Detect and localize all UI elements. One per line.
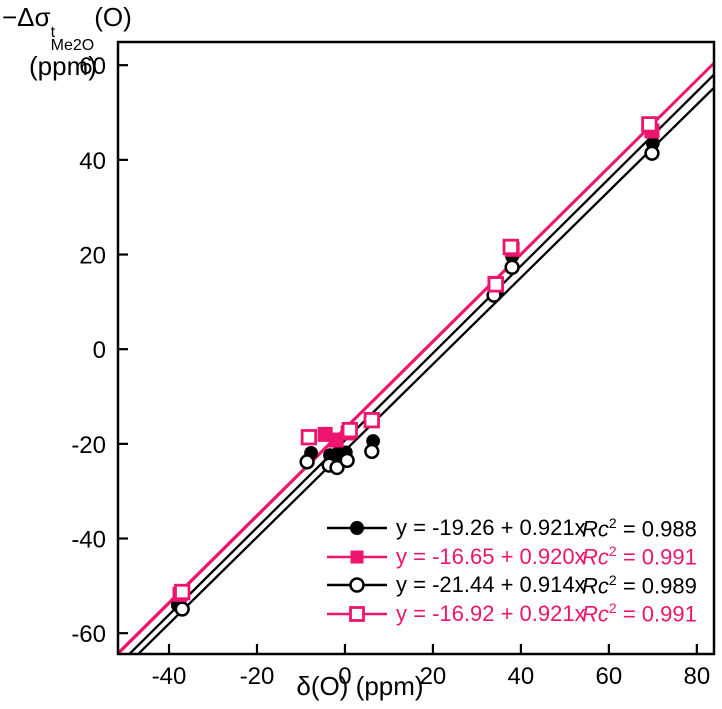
y-tick-label: 20 (79, 243, 106, 270)
legend-r-squared: Rc2 = 0.988 (582, 515, 697, 542)
y-tick-label: 0 (93, 337, 106, 364)
r-superscript: 2 (608, 514, 617, 531)
legend-sample-filled-black-circle (327, 521, 387, 536)
x-tick-label: -40 (152, 663, 187, 690)
filled-square-icon (350, 550, 364, 564)
legend-r-squared: Rc2 = 0.991 (582, 600, 697, 627)
data-point-open-pink-square (300, 429, 318, 446)
data-point-open-pink-square (641, 116, 658, 133)
legend-entry-filled-black-circle: y = -19.26 + 0.921x Rc2 = 0.988 (326, 514, 697, 543)
data-point-open-black-circle (339, 452, 355, 469)
legend-entry-open-pink-square: y = -16.92 + 0.921x Rc2 = 0.991 (326, 600, 697, 629)
r-value: = 0.991 (622, 544, 697, 570)
r-label: Rc (582, 515, 609, 541)
data-point-open-black-circle (504, 259, 520, 275)
x-axis-title: δ(O) (ppm) (296, 671, 424, 701)
fit-line-open-black-circle (136, 86, 714, 654)
legend-sample-open-pink-square (327, 606, 387, 622)
r-label: Rc (582, 601, 609, 627)
x-tick-label: -20 (240, 663, 275, 690)
y-tick-label: -60 (71, 621, 106, 648)
data-point-open-black-circle (644, 145, 660, 161)
y-axis-title-subscript: Me2O (50, 37, 95, 55)
open-square-icon (349, 606, 365, 622)
legend: y = -19.26 + 0.921x Rc2 = 0.988 y = -16.… (326, 514, 697, 628)
y-tick-label: 60 (79, 53, 106, 80)
y-tick-label: 40 (79, 148, 106, 175)
data-point-open-black-circle (174, 601, 190, 617)
y-tick-label: -20 (71, 432, 106, 459)
open-circle-icon (349, 577, 365, 594)
legend-entry-filled-pink-square: y = -16.65 + 0.920x Rc2 = 0.991 (326, 543, 697, 572)
y-axis-title: −Δσ t Me2O (O) (ppm) (2, 3, 132, 80)
x-tick-label: 20 (420, 663, 447, 690)
y-axis-title-supsub: t Me2O (50, 24, 95, 55)
legend-sample-filled-pink-square (327, 550, 387, 564)
data-point-open-black-circle (364, 443, 380, 460)
y-tick-label: -40 (71, 527, 106, 554)
y-axis-title-superscript: t (50, 24, 56, 41)
x-tick-label: 0 (338, 663, 351, 690)
r-superscript: 2 (608, 571, 617, 588)
legend-r-squared: Rc2 = 0.991 (582, 543, 697, 570)
data-point-open-pink-square (363, 412, 380, 429)
x-tick-label: 60 (596, 663, 623, 690)
x-tick-label: 80 (683, 663, 710, 690)
r-value: = 0.989 (622, 573, 697, 599)
r-superscript: 2 (608, 543, 617, 560)
r-label: Rc (582, 544, 609, 570)
x-tick-label: 40 (508, 663, 535, 690)
data-point-open-pink-square (502, 238, 519, 256)
data-point-open-pink-square (174, 583, 191, 601)
plot-frame (116, 40, 716, 656)
data-point-open-black-circle (329, 459, 345, 476)
legend-r-squared: Rc2 = 0.989 (582, 572, 697, 599)
data-point-open-pink-square (341, 421, 358, 439)
fit-line-filled-black-circle (127, 73, 714, 654)
y-axis-unit: (ppm) (29, 51, 97, 82)
r-value: = 0.988 (622, 515, 697, 541)
legend-equation: y = -16.92 + 0.921x (396, 601, 586, 627)
fit-line-open-pink-square (118, 62, 714, 654)
r-value: = 0.991 (622, 601, 697, 627)
r-label: Rc (582, 573, 609, 599)
y-axis-title-suffix: (O) (94, 2, 132, 32)
legend-entry-open-black-circle: y = -21.44 + 0.914x Rc2 = 0.989 (326, 571, 697, 600)
legend-equation: y = -16.65 + 0.920x (396, 543, 586, 569)
data-point-open-pink-square (487, 276, 504, 293)
legend-sample-open-black-circle (327, 577, 387, 594)
r-superscript: 2 (608, 600, 617, 617)
legend-equation: y = -21.44 + 0.914x (396, 572, 586, 598)
legend-equation: y = -19.26 + 0.921x (396, 515, 586, 541)
data-point-open-black-circle (299, 454, 315, 470)
y-axis-title-symbol: −Δσ t Me2O (O) (2, 2, 132, 55)
filled-circle-icon (350, 521, 364, 536)
y-axis-title-prefix: −Δσ (2, 2, 51, 32)
